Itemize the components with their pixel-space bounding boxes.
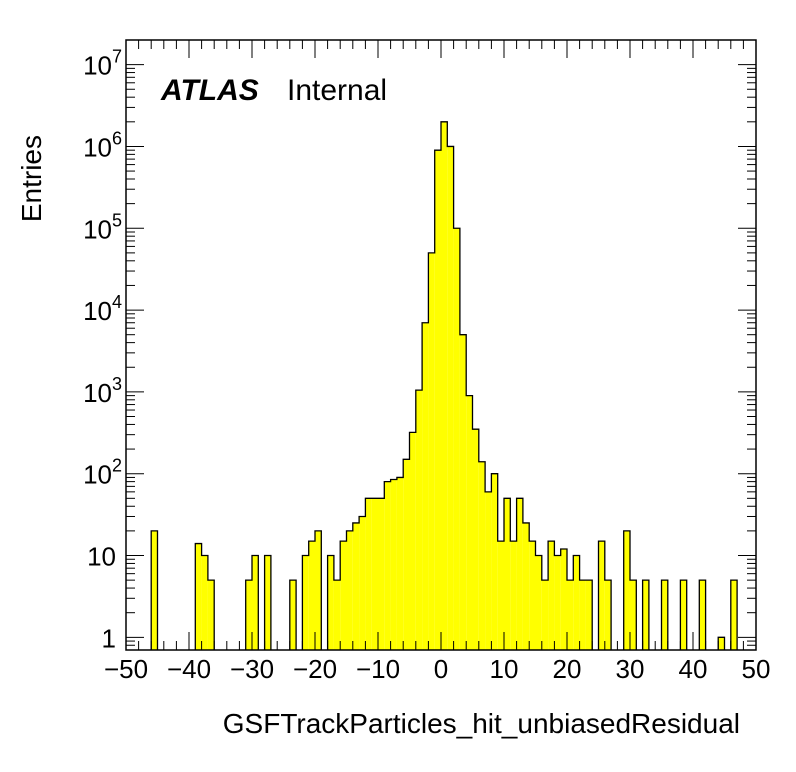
histogram-bar bbox=[522, 522, 530, 650]
axis-ticks bbox=[125, 39, 757, 651]
histogram-bar bbox=[396, 477, 404, 650]
x-tick-label: 30 bbox=[616, 654, 645, 684]
histogram-bar bbox=[352, 522, 360, 650]
histogram-bar bbox=[453, 228, 460, 650]
y-tick-label: 103 bbox=[83, 374, 122, 408]
y-tick-label: 102 bbox=[83, 456, 122, 490]
histogram-bar bbox=[308, 541, 315, 650]
histogram-bar bbox=[573, 555, 580, 650]
y-tick-label: 106 bbox=[83, 128, 122, 162]
histogram-bar bbox=[491, 473, 498, 650]
histogram-bar bbox=[422, 322, 429, 650]
histogram-bar bbox=[680, 580, 687, 650]
histogram-bar bbox=[340, 541, 347, 650]
histogram-bar bbox=[447, 146, 454, 650]
atlas-label: ATLAS bbox=[160, 74, 259, 107]
histogram-bar bbox=[289, 580, 297, 650]
histogram-bar bbox=[403, 459, 410, 650]
histogram-bar bbox=[409, 432, 416, 650]
histogram-bar bbox=[327, 555, 334, 650]
histogram-bar bbox=[485, 491, 492, 650]
histogram-bar bbox=[661, 580, 668, 650]
histogram-outline bbox=[150, 121, 738, 650]
y-tick-label: 107 bbox=[83, 47, 122, 81]
histogram-bar bbox=[252, 555, 259, 650]
histogram-bar bbox=[730, 580, 738, 650]
histogram-bar bbox=[378, 498, 385, 650]
histogram-bar bbox=[472, 429, 479, 650]
histogram-bar bbox=[390, 479, 397, 650]
histogram-bar bbox=[604, 580, 612, 650]
y-tick-labels: 1 10 102 103 104 105 106 107 bbox=[83, 47, 122, 654]
internal-label: Internal bbox=[287, 74, 387, 107]
x-tick-label: −50 bbox=[104, 654, 148, 684]
histogram-bar bbox=[207, 580, 215, 650]
x-tick-labels: −50 −40 −30 −20 −10 0 10 20 30 40 50 bbox=[104, 654, 771, 684]
x-tick-label: 20 bbox=[553, 654, 582, 684]
x-tick-label: −40 bbox=[167, 654, 211, 684]
histogram-bar bbox=[459, 334, 467, 650]
histogram-bar bbox=[415, 390, 423, 650]
x-tick-label: 50 bbox=[742, 654, 771, 684]
histogram-bar bbox=[718, 637, 725, 650]
histogram-bar bbox=[497, 541, 504, 650]
histogram-bar bbox=[630, 580, 637, 650]
histogram-bar bbox=[585, 580, 593, 650]
histogram-bar bbox=[302, 555, 309, 650]
y-tick-label: 104 bbox=[83, 292, 122, 326]
histogram-bar bbox=[359, 516, 366, 650]
histogram-bar bbox=[384, 481, 391, 650]
histogram-bar bbox=[195, 543, 202, 650]
histogram-bar bbox=[642, 580, 649, 650]
x-tick-label: −10 bbox=[356, 654, 400, 684]
histogram-bar bbox=[151, 530, 158, 650]
histogram-bar bbox=[548, 541, 555, 650]
histogram-bar bbox=[699, 580, 706, 650]
histogram-bar bbox=[504, 498, 511, 650]
histogram-bar bbox=[554, 555, 561, 650]
histogram-bar bbox=[441, 121, 448, 651]
x-tick-label: 10 bbox=[490, 654, 519, 684]
y-axis-label: Entries bbox=[16, 135, 47, 222]
histogram-bar bbox=[516, 498, 523, 650]
histogram-bar bbox=[623, 530, 630, 650]
histogram-bar bbox=[529, 541, 536, 650]
histogram-bar bbox=[541, 580, 549, 650]
y-tick-label: 10 bbox=[87, 542, 116, 572]
histogram-bar bbox=[434, 150, 441, 650]
histogram-bar bbox=[264, 555, 271, 650]
histogram-bar bbox=[510, 541, 517, 650]
histogram-bar bbox=[245, 580, 252, 650]
histogram-bar bbox=[535, 555, 542, 650]
histogram-bar bbox=[466, 395, 473, 650]
histogram-bar bbox=[567, 580, 574, 650]
x-axis-label: GSFTrackParticles_hit_unbiasedResidual bbox=[223, 708, 740, 739]
histogram-bar bbox=[579, 580, 586, 650]
y-tick-label: 105 bbox=[83, 210, 122, 244]
histogram-bar bbox=[346, 530, 353, 650]
histogram-bar bbox=[365, 498, 372, 650]
x-tick-label: 40 bbox=[679, 654, 708, 684]
histogram-bar bbox=[598, 541, 605, 650]
histogram-bar bbox=[333, 580, 341, 650]
histogram-bar bbox=[315, 530, 322, 650]
histogram-bar bbox=[371, 498, 378, 650]
x-tick-label: −20 bbox=[293, 654, 337, 684]
histogram-bars bbox=[150, 121, 738, 651]
y-tick-label: 1 bbox=[102, 623, 116, 653]
x-tick-label: −30 bbox=[230, 654, 274, 684]
histogram-bar bbox=[560, 549, 567, 650]
x-tick-label: 0 bbox=[434, 654, 448, 684]
histogram-bar bbox=[201, 555, 208, 650]
histogram-bar bbox=[478, 461, 486, 650]
histogram-bar bbox=[428, 252, 435, 650]
